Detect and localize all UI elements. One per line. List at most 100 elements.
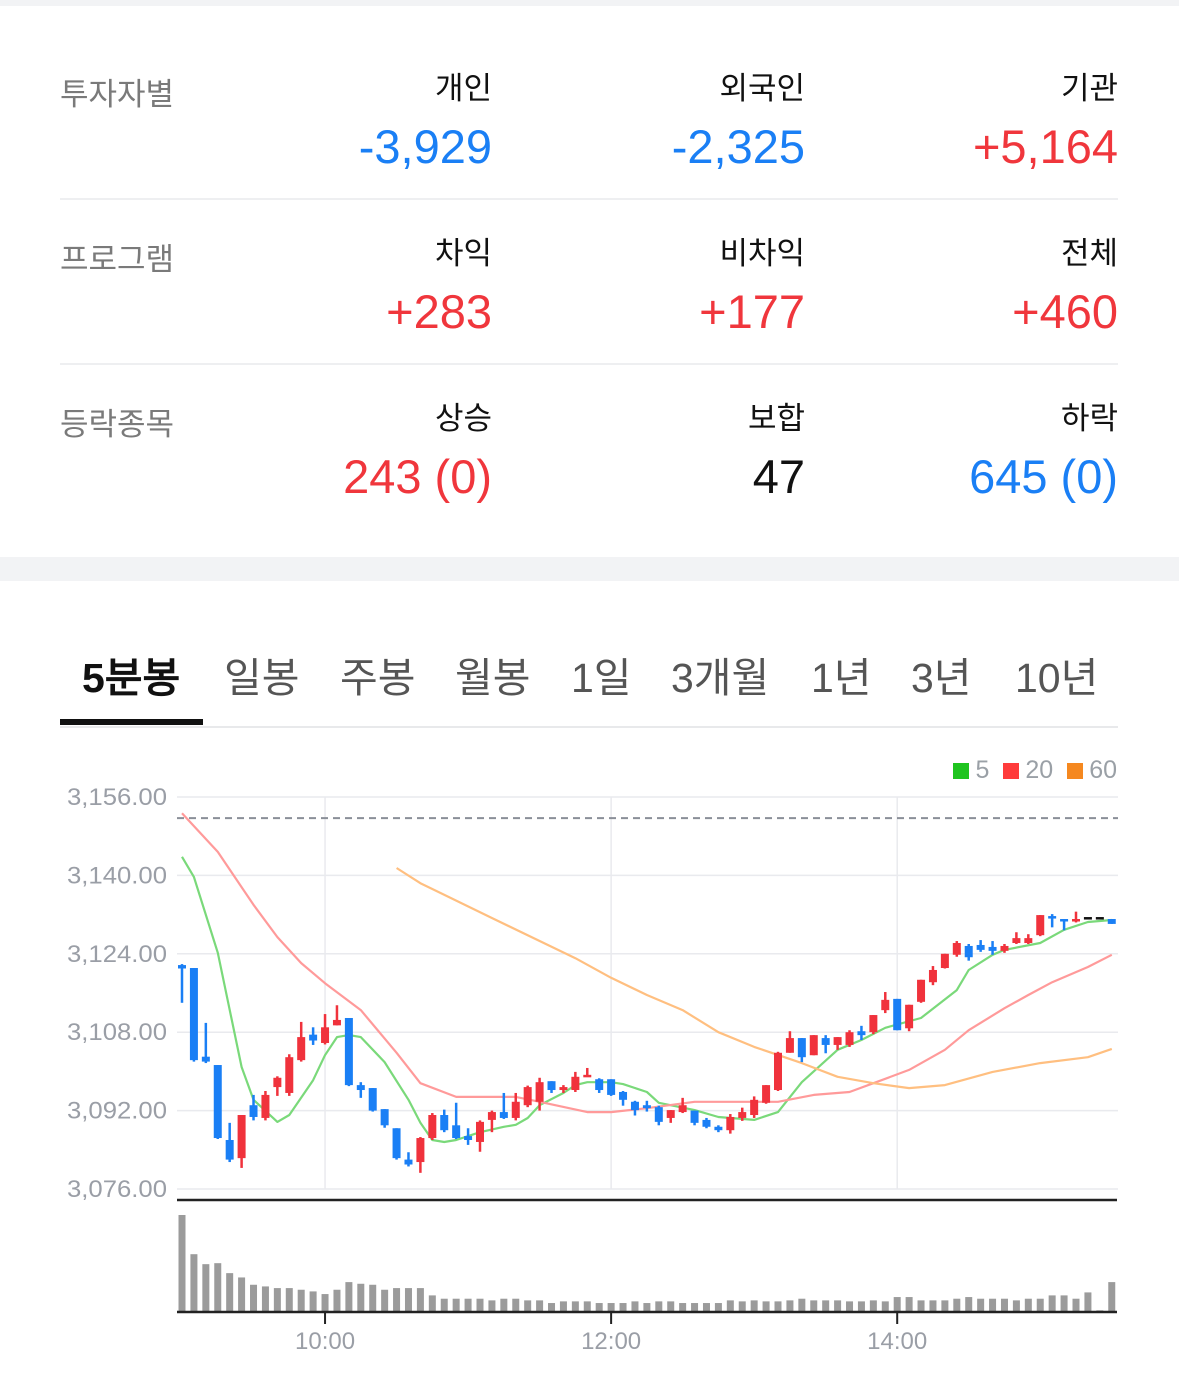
investor-row: 투자자별 개인 -3,929 외국인 -2,325 기관 +5,164	[60, 55, 1118, 220]
program-arbitrage: 차익 +283	[192, 234, 492, 342]
candle	[487, 1110, 496, 1133]
candle	[940, 953, 949, 969]
volume-bar	[536, 1300, 544, 1312]
candle	[797, 1038, 806, 1063]
volume-bar	[548, 1303, 556, 1312]
volume-bar	[834, 1300, 842, 1312]
candle-body	[416, 1138, 425, 1163]
tab-1year[interactable]: 1년	[811, 655, 872, 701]
candle	[309, 1027, 318, 1045]
col-header: 개인	[434, 71, 492, 106]
volume-bar	[416, 1288, 424, 1312]
candle-body	[690, 1110, 699, 1123]
candle	[178, 964, 186, 1003]
candle-body	[1012, 938, 1021, 944]
candle-body	[1095, 917, 1104, 920]
investor-individual: 개인 -3,929	[192, 69, 492, 177]
candle	[702, 1117, 711, 1129]
candle-body	[404, 1159, 413, 1165]
candle	[547, 1081, 556, 1093]
tab-3month[interactable]: 3개월	[671, 655, 770, 701]
candle-body	[297, 1037, 306, 1061]
volume-bar	[488, 1300, 496, 1312]
volume-bar	[893, 1297, 901, 1312]
divider	[60, 363, 1118, 365]
volume-bar	[178, 1215, 186, 1312]
tab-weekly[interactable]: 주봉	[340, 655, 416, 701]
tab-3year[interactable]: 3년	[911, 655, 972, 701]
candle	[321, 1014, 330, 1045]
candle	[559, 1085, 568, 1093]
candle	[535, 1077, 544, 1111]
candle-body	[261, 1094, 270, 1118]
candle-body	[762, 1085, 771, 1103]
candle-body	[702, 1119, 711, 1127]
volume-bar	[285, 1288, 293, 1312]
candle	[976, 940, 985, 952]
col-value: +5,164	[972, 120, 1118, 173]
candle	[964, 944, 973, 961]
candle-body	[499, 1112, 508, 1118]
section-separator	[0, 557, 1179, 581]
legend-swatch-ma60	[1067, 762, 1084, 779]
volume-bar	[905, 1297, 913, 1312]
volume-bar	[333, 1289, 341, 1312]
volume-bar	[226, 1273, 234, 1312]
candle	[1083, 917, 1092, 920]
volume-bar	[1036, 1298, 1044, 1312]
breadth-label: 등락종목	[60, 407, 175, 442]
candle-body	[178, 965, 186, 969]
volume-bar	[1000, 1298, 1008, 1312]
candlestick-chart[interactable]: 3,156.00 3,140.00 3,124.00 3,108.00 3,092.00…	[0, 740, 1179, 1379]
candle	[1036, 915, 1045, 937]
ma-line-60	[396, 867, 1113, 1090]
candle-body	[201, 1056, 210, 1062]
candle-body	[928, 969, 937, 983]
volume-bar	[500, 1298, 508, 1312]
y-tick-label: 3,092.00	[67, 1098, 167, 1125]
period-tabs: 5분봉 일봉 주봉 월봉 1일 3개월 1년 3년 10년	[60, 640, 1118, 728]
volume-bar	[202, 1264, 210, 1312]
volume-bar	[214, 1263, 222, 1312]
candle	[440, 1109, 449, 1133]
volume-bar	[655, 1301, 663, 1312]
candle-body	[905, 1004, 914, 1029]
volume-bar	[595, 1303, 603, 1312]
candle-body	[785, 1038, 794, 1053]
tab-1day[interactable]: 1일	[571, 655, 632, 701]
candle	[1072, 911, 1080, 923]
y-tick-label: 3,108.00	[67, 1019, 167, 1046]
volume-bar	[643, 1303, 651, 1312]
volume-bar	[297, 1289, 305, 1312]
candle	[1024, 934, 1033, 944]
candle-body	[654, 1107, 663, 1122]
candle	[666, 1110, 675, 1123]
candle	[869, 1015, 878, 1035]
candle-body	[642, 1105, 651, 1109]
candle-body	[452, 1125, 461, 1139]
tab-5min[interactable]: 5분봉	[82, 655, 181, 701]
candle	[344, 1017, 353, 1087]
volume-bar	[786, 1300, 794, 1312]
tab-monthly[interactable]: 월봉	[455, 655, 531, 701]
candle	[750, 1096, 759, 1118]
investor-institution: 기관 +5,164	[818, 69, 1118, 177]
volume-bar	[571, 1301, 579, 1312]
volume-bar	[512, 1298, 520, 1312]
volume-bar	[1108, 1282, 1116, 1312]
candle	[189, 968, 198, 1062]
candle	[368, 1088, 377, 1112]
tab-10year[interactable]: 10년	[1015, 655, 1099, 701]
candle	[857, 1025, 866, 1041]
col-header: 보합	[747, 401, 805, 436]
candle-body	[1024, 938, 1033, 944]
candle	[762, 1085, 771, 1104]
candle	[809, 1035, 818, 1056]
volume-bar	[321, 1294, 329, 1312]
col-value: 645 (0)	[969, 450, 1118, 503]
tab-daily[interactable]: 일봉	[224, 655, 300, 701]
y-tick-label: 3,156.00	[67, 784, 167, 811]
volume-bar	[464, 1298, 472, 1312]
candle	[630, 1100, 639, 1116]
legend-swatch-ma20	[1003, 762, 1020, 779]
